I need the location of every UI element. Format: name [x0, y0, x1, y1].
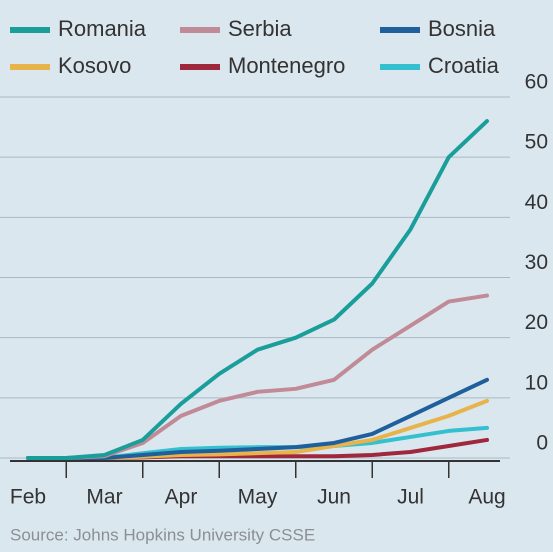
- legend-label: Bosnia: [428, 16, 496, 41]
- legend-label: Romania: [58, 16, 147, 41]
- x-tick-label: Mar: [86, 486, 122, 509]
- x-tick-label: Apr: [165, 486, 198, 509]
- y-tick-label: 0: [536, 432, 548, 455]
- x-tick-label: Feb: [10, 486, 46, 509]
- y-tick-label: 10: [525, 371, 548, 394]
- legend-label: Kosovo: [58, 53, 131, 78]
- y-tick-label: 20: [525, 311, 548, 334]
- x-tick-label: Jul: [397, 486, 424, 509]
- y-tick-label: 30: [525, 251, 548, 274]
- y-tick-label: 50: [525, 131, 548, 154]
- series-line: [26, 293, 489, 460]
- legend-label: Croatia: [428, 53, 500, 78]
- x-tick-label: May: [238, 486, 278, 509]
- legend-label: Montenegro: [228, 53, 345, 78]
- y-tick-label: 60: [525, 71, 548, 94]
- series-line: [26, 119, 489, 460]
- x-tick-label: Jun: [317, 486, 351, 509]
- source: Source: Johns Hopkins University CSSE: [10, 525, 315, 544]
- x-tick-label: Aug: [468, 486, 505, 509]
- y-tick-label: 40: [525, 191, 548, 214]
- legend-label: Serbia: [228, 16, 292, 41]
